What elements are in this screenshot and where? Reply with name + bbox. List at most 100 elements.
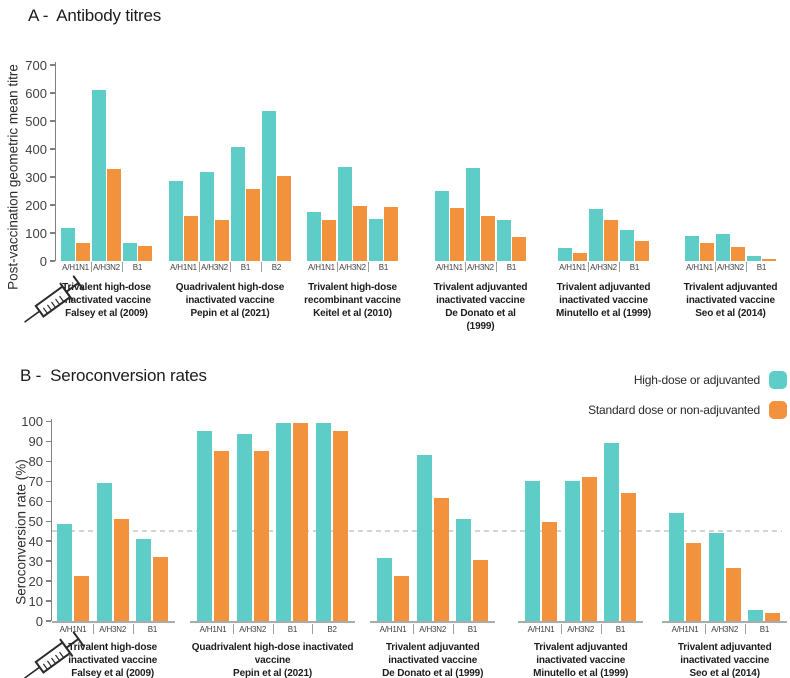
bar-standard (481, 215, 495, 261)
strain-label: B1 (378, 263, 389, 272)
study-caption: Trivalent adjuvanted inactivated vaccine M… (499, 281, 709, 320)
study-caption-line: inactivated vaccine (436, 295, 525, 306)
bar-standard (762, 259, 776, 261)
bar-standard (293, 423, 309, 621)
strain-label: A/H3N2 (419, 625, 447, 634)
bar-high-dose (416, 455, 432, 621)
study-caption: Trivalent high-dose recombinant vaccine Ke… (248, 281, 458, 320)
strain-label-separator (600, 624, 602, 634)
strain-label-separator (368, 262, 369, 272)
strain-label-separator (232, 624, 234, 634)
bar-standard (253, 451, 269, 621)
legend-item-standard: Standard dose or non-adjuvanted (367, 400, 787, 419)
bar-standard (573, 252, 587, 261)
y-axis-tick (45, 460, 51, 463)
strain-label-separator (704, 624, 706, 634)
study-caption-line: vaccine (254, 655, 291, 666)
bar-standard (473, 560, 489, 621)
strain-label: A/H1N1 (199, 625, 227, 634)
strain-label: A/H3N2 (201, 263, 228, 272)
study-caption: Trivalent adjuvanted inactivated vaccine S… (620, 641, 790, 678)
y-axis-tick (45, 500, 51, 503)
strain-label: A/H3N2 (467, 263, 494, 272)
strain-label: A/H1N1 (379, 625, 407, 634)
strain-label-separator (560, 624, 562, 634)
y-axis-tick-label: 60 (28, 493, 43, 509)
bar-high-dose (456, 519, 472, 621)
strain-label-separator (619, 262, 620, 272)
bar-standard (333, 431, 349, 621)
study-caption-line: (1999) (466, 321, 495, 332)
strain-label-separator (230, 262, 231, 272)
strain-label: A/H1N1 (62, 263, 89, 272)
y-axis-tick-label: 40 (28, 533, 43, 549)
bar-standard (450, 207, 464, 261)
study-caption: Quadrivalent high-dose inactivated vaccin… (168, 641, 378, 678)
strain-label: A/H1N1 (671, 625, 699, 634)
bar-standard (731, 247, 745, 261)
syringe-icon (24, 275, 85, 323)
bar-standard (74, 576, 89, 621)
study-caption-line: Trivalent high-dose (68, 642, 158, 653)
bar-standard (581, 477, 597, 621)
y-axis-tick-label: 600 (25, 85, 47, 101)
study-caption-line: De Donato et al (1999) (382, 668, 484, 678)
strain-label-separator (272, 624, 274, 634)
y-axis (50, 418, 52, 621)
x-axis-baseline (662, 621, 788, 623)
y-axis-tick (49, 232, 55, 234)
strain-label: A/H1N1 (308, 263, 335, 272)
bar-standard (512, 237, 526, 261)
study-caption: Trivalent high-dose inactivated vaccine Fa… (8, 641, 218, 678)
y-axis-tick-label: 400 (25, 141, 47, 157)
bar-high-dose (564, 481, 580, 621)
bar-standard (215, 219, 229, 261)
syringe-icon (24, 631, 85, 678)
x-axis-baseline (52, 621, 176, 623)
study-caption-line: Falsey et al (2009) (65, 308, 148, 319)
bar-high-dose (747, 255, 761, 261)
study-caption-line: recombinant vaccine (304, 295, 401, 306)
strain-label: A/H3N2 (239, 625, 267, 634)
study-caption-line: Pepin et al (2021) (190, 308, 270, 319)
study-caption-line: Quadrivalent high-dose inactivated (191, 642, 354, 653)
study-caption-line: Trivalent adjuvanted (556, 282, 651, 293)
bar-high-dose (197, 431, 212, 621)
bar-standard (635, 240, 649, 261)
strain-label: B1 (240, 263, 251, 272)
legend-swatch-high-dose-icon (769, 370, 787, 389)
bar-high-dose (316, 423, 332, 621)
bar-high-dose (620, 229, 634, 261)
strain-label: B1 (132, 263, 143, 272)
y-axis-tick (49, 120, 55, 122)
bar-high-dose (497, 219, 511, 261)
y-axis-tick-label: 20 (28, 573, 43, 589)
study-caption-line: inactivated vaccine (68, 655, 158, 666)
legend-label-standard: Standard dose or non-adjuvanted (588, 402, 760, 417)
strain-label: A/H1N1 (436, 263, 463, 272)
study-caption-line: Seo et al (2014) (695, 308, 766, 319)
bar-high-dose (96, 483, 112, 621)
legend-item-high-dose: High-dose or adjuvanted (367, 370, 787, 389)
strain-label: A/H1N1 (559, 263, 586, 272)
y-axis-tick (45, 520, 51, 522)
study-caption-line: Falsey et al (2009) (71, 668, 155, 678)
strain-label-separator (746, 262, 747, 272)
bar-high-dose (558, 248, 572, 261)
y-axis-tick-label: 100 (21, 414, 43, 429)
bar-standard (686, 543, 701, 621)
study-caption: Trivalent adjuvanted inactivated vaccine M… (476, 641, 686, 678)
x-axis-baseline (370, 621, 496, 623)
strain-label: B1 (756, 263, 767, 272)
study-caption-line: inactivated vaccine (559, 295, 648, 306)
study-caption-line: Trivalent high-dose (62, 282, 151, 293)
y-axis-tick (49, 204, 55, 206)
y-axis-tick (49, 148, 55, 150)
bar-standard (725, 568, 741, 621)
bar-high-dose (466, 168, 480, 261)
study-caption-line: Trivalent adjuvanted (385, 642, 480, 653)
bar-high-dose (231, 147, 245, 261)
y-axis (54, 62, 56, 261)
